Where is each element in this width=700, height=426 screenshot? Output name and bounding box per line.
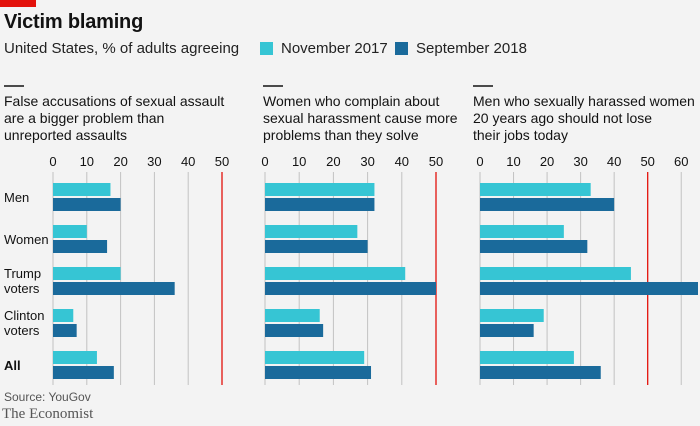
legend-swatch-nov-2017 [260,42,273,55]
panel-2-tick-label-5: 50 [640,154,654,169]
panel-1-bar-sep-2018-1 [265,240,368,253]
panel-0-bar-nov-2017-2 [53,267,121,280]
category-label-3-line-1: voters [4,323,40,338]
legend-label-nov-2017: November 2017 [281,40,388,57]
panel-1-bar-nov-2017-1 [265,225,358,238]
panel-1-bar-sep-2018-2 [265,282,436,295]
chart-subtitle: United States, % of adults agreeing [4,40,240,57]
panel-1-title-line-2: problems than they solve [263,127,419,143]
panel-2-bar-sep-2018-1 [480,240,588,253]
panel-0-tick-label-3: 30 [147,154,161,169]
panel-2-bar-nov-2017-4 [480,351,574,364]
panel-2-bar-sep-2018-2 [480,282,698,295]
panel-1-bar-nov-2017-4 [265,351,365,364]
panel-0-bar-sep-2018-0 [53,198,121,211]
panel-0-bar-sep-2018-3 [53,324,77,337]
legend-label-sep-2018: September 2018 [416,40,527,57]
panel-0-tick-label-4: 40 [181,154,195,169]
panel-1-bar-nov-2017-2 [265,267,406,280]
panel-0-tick-label-2: 20 [113,154,127,169]
category-label-0-line-0: Men [4,190,29,205]
panel-2-bar-sep-2018-0 [480,198,615,211]
panel-2-bar-sep-2018-4 [480,366,601,379]
category-label-3-line-0: Clinton [4,308,44,323]
panel-0-bar-nov-2017-3 [53,309,74,322]
economist-logo: The Economist [2,406,94,422]
panel-1-bar-sep-2018-3 [265,324,324,337]
panel-1-tick-label-2: 20 [326,154,340,169]
panel-0-bar-nov-2017-0 [53,183,111,196]
panel-1-tick-label-3: 30 [360,154,374,169]
panel-2-bar-nov-2017-2 [480,267,631,280]
panel-2-tick-label-0: 0 [476,154,483,169]
panel-2-tick-label-1: 10 [506,154,520,169]
panel-2-tick-label-3: 30 [573,154,587,169]
panel-1-bar-sep-2018-0 [265,198,375,211]
panel-1-bar-nov-2017-0 [265,183,375,196]
panel-0-bar-nov-2017-4 [53,351,97,364]
category-label-2-line-0: Trump [4,266,41,281]
panel-0-bar-sep-2018-2 [53,282,175,295]
panel-2-tick-label-4: 40 [607,154,621,169]
panel-2-bar-nov-2017-1 [480,225,564,238]
panel-1-tick-label-0: 0 [261,154,268,169]
legend-item-sep-2018: September 2018 [395,40,527,57]
panel-2-tick-label-6: 60 [674,154,688,169]
chart-title: Victim blaming [4,11,144,33]
legend-item-nov-2017: November 2017 [260,40,388,57]
panel-0-title-line-1: are a bigger problem than [4,110,164,126]
panel-2-title-line-0: Men who sexually harassed women [473,93,695,109]
panel-2-bar-nov-2017-3 [480,309,544,322]
panel-0-bar-nov-2017-1 [53,225,87,238]
legend-swatch-sep-2018 [395,42,408,55]
panel-0-title-line-2: unreported assaults [4,127,127,143]
panel-0-tick-label-1: 10 [80,154,94,169]
panel-1-bar-nov-2017-3 [265,309,320,322]
brand-red-tag [0,0,36,7]
panel-2-bar-nov-2017-0 [480,183,591,196]
panel-2-tick-label-2: 20 [540,154,554,169]
panel-1-tick-label-1: 10 [292,154,306,169]
panel-0-title-line-0: False accusations of sexual assault [4,93,224,109]
panel-2-bar-sep-2018-3 [480,324,534,337]
category-label-1-line-0: Women [4,232,49,247]
source-note: Source: YouGov [4,390,91,404]
panel-1-tick-label-5: 50 [429,154,443,169]
panel-0-tick-label-5: 50 [215,154,229,169]
panel-1-tick-label-4: 40 [395,154,409,169]
panel-1-title-line-0: Women who complain about [263,93,440,109]
panel-0-tick-label-0: 0 [49,154,56,169]
panel-1-title-line-1: sexual harassment cause more [263,110,458,126]
panel-0-bar-sep-2018-1 [53,240,108,253]
category-label-2-line-1: voters [4,281,40,296]
panel-2-title-line-1: 20 years ago should not lose [473,110,652,126]
panel-2-title-line-2: their jobs today [473,127,568,143]
category-label-4-line-0: All [4,358,21,373]
panel-1-bar-sep-2018-4 [265,366,372,379]
panel-0-bar-sep-2018-4 [53,366,114,379]
